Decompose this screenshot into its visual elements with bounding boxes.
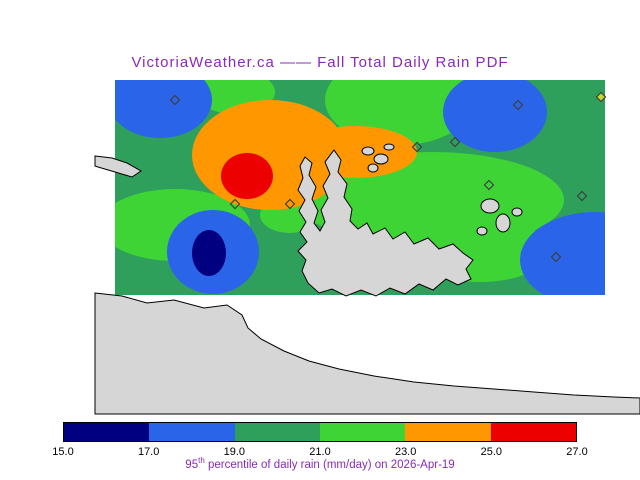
colorbar-segment xyxy=(319,423,406,441)
island xyxy=(495,213,511,233)
colorbar-caption: 95th percentile of daily rain (mm/day) o… xyxy=(0,456,640,471)
station-marker xyxy=(169,94,181,106)
landmasses xyxy=(94,143,640,415)
island xyxy=(373,153,389,165)
station-marker xyxy=(449,136,461,148)
contour-blue-bottom-right xyxy=(520,212,605,295)
contour-orange-maximum-tail xyxy=(293,126,417,178)
island xyxy=(361,146,375,156)
colorbar-segment xyxy=(405,423,491,441)
station-marker xyxy=(411,141,423,153)
station-marker xyxy=(512,99,524,111)
contour-navy-minimum-core xyxy=(192,230,226,276)
colorbar-segment xyxy=(64,423,150,441)
landmass-center-peninsulas xyxy=(297,149,474,297)
station-marker xyxy=(229,198,241,210)
caption-number: 95 xyxy=(185,459,199,471)
station-marker xyxy=(576,190,588,202)
plot-title: VictoriaWeather.ca —— Fall Total Daily R… xyxy=(131,54,509,71)
landmass-south xyxy=(94,292,640,415)
caption-superscript: th xyxy=(198,456,205,466)
station-marker xyxy=(483,179,495,191)
island xyxy=(480,198,500,214)
colorbar-segment xyxy=(490,423,576,441)
colorbar-segment xyxy=(234,423,320,441)
station-marker xyxy=(550,251,562,263)
station-marker xyxy=(595,91,607,103)
station-markers xyxy=(169,91,607,263)
contour-red-maximum-core xyxy=(221,153,273,199)
caption-text: percentile of daily rain (mm/day) on 202… xyxy=(204,459,455,471)
island xyxy=(511,207,523,217)
island xyxy=(367,163,379,173)
contour-blue-top-left xyxy=(115,80,212,138)
contour-blue-top-right xyxy=(443,80,547,152)
colorbar-segment xyxy=(149,423,235,441)
island xyxy=(476,226,488,236)
island xyxy=(383,143,395,151)
colorbar xyxy=(63,422,577,442)
station-marker xyxy=(284,198,296,210)
coastal-strip-west xyxy=(94,155,142,178)
